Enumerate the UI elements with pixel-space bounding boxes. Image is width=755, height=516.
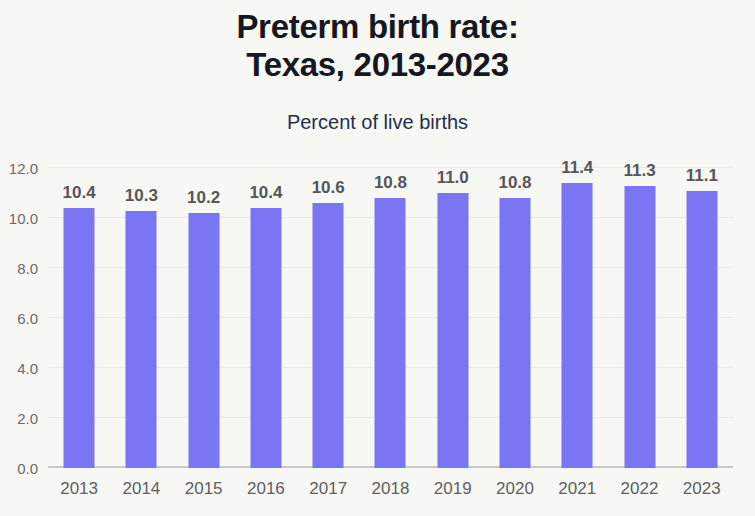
y-tick-label: 6.0 — [17, 310, 38, 327]
bar-slot: 11.32022 — [608, 168, 670, 468]
plot-area: 0.02.04.06.08.010.012.010.4201310.320141… — [48, 168, 733, 468]
bar-2015 — [188, 213, 219, 468]
y-tick-label: 0.0 — [17, 460, 38, 477]
bar-slot: 10.82018 — [359, 168, 421, 468]
bar-2014 — [126, 211, 157, 469]
x-tick-label: 2017 — [309, 479, 347, 499]
bar-slot: 11.12023 — [671, 168, 733, 468]
bar-value-label: 11.4 — [561, 158, 593, 178]
bar-2019 — [437, 193, 468, 468]
bar-slot: 10.22015 — [173, 168, 235, 468]
chart-page: { "page": { "background": "#f7f7f4" }, "… — [0, 0, 755, 516]
bar-value-label: 10.8 — [374, 173, 407, 193]
bar-value-label: 10.3 — [125, 186, 158, 206]
bar-2013 — [64, 208, 95, 468]
x-tick-label: 2022 — [621, 479, 659, 499]
bar-value-label: 11.1 — [686, 166, 718, 186]
bar-value-label: 11.0 — [437, 168, 469, 188]
bar-slot: 11.02019 — [422, 168, 484, 468]
x-tick-label: 2018 — [372, 479, 410, 499]
bar-value-label: 10.4 — [63, 183, 96, 203]
y-tick-label: 2.0 — [17, 410, 38, 427]
bar-value-label: 11.3 — [623, 161, 655, 181]
bar-2020 — [499, 198, 530, 468]
bar-slot: 10.82020 — [484, 168, 546, 468]
x-tick-label: 2016 — [247, 479, 285, 499]
x-tick-label: 2019 — [434, 479, 472, 499]
y-tick-label: 12.0 — [9, 160, 38, 177]
bar-slot: 11.42021 — [546, 168, 608, 468]
bar-slot: 10.42013 — [48, 168, 110, 468]
x-tick-label: 2015 — [185, 479, 223, 499]
bar-2021 — [562, 183, 593, 468]
x-tick-label: 2013 — [60, 479, 98, 499]
bar-slot: 10.62017 — [297, 168, 359, 468]
y-tick-label: 10.0 — [9, 210, 38, 227]
bar-value-label: 10.2 — [187, 188, 220, 208]
y-tick-label: 8.0 — [17, 260, 38, 277]
x-tick-label: 2014 — [122, 479, 160, 499]
chart-title-line1: Preterm birth rate: — [236, 8, 518, 45]
bar-2017 — [313, 203, 344, 468]
bar-2016 — [250, 208, 281, 468]
chart-title-line2: Texas, 2013-2023 — [246, 46, 508, 83]
bar-slot: 10.32014 — [110, 168, 172, 468]
bar-slot: 10.42016 — [235, 168, 297, 468]
y-tick-label: 4.0 — [17, 360, 38, 377]
x-tick-label: 2021 — [558, 479, 596, 499]
bar-2023 — [686, 191, 717, 469]
bar-2022 — [624, 186, 655, 469]
bar-value-label: 10.8 — [498, 173, 531, 193]
x-tick-label: 2020 — [496, 479, 534, 499]
chart-subtitle: Percent of live births — [0, 111, 755, 134]
bar-value-label: 10.4 — [249, 183, 282, 203]
bars-container: 10.4201310.3201410.2201510.4201610.62017… — [48, 168, 733, 468]
bar-value-label: 10.6 — [312, 178, 345, 198]
x-tick-label: 2023 — [683, 479, 721, 499]
chart-title: Preterm birth rate: Texas, 2013-2023 — [0, 0, 755, 84]
bar-2018 — [375, 198, 406, 468]
